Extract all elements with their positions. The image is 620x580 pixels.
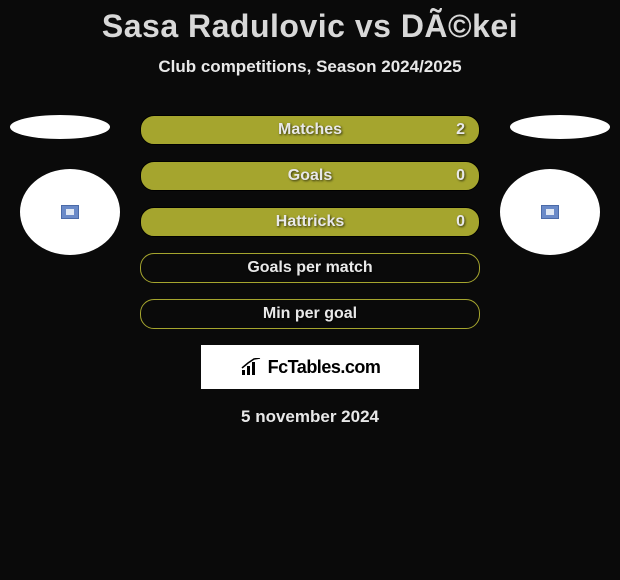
player-badge-left bbox=[20, 169, 120, 255]
brand-text: FcTables.com bbox=[268, 357, 381, 378]
stat-row-matches: Matches 2 bbox=[140, 115, 480, 145]
page-subtitle: Club competitions, Season 2024/2025 bbox=[0, 57, 620, 77]
stat-value: 0 bbox=[456, 213, 465, 231]
stat-value: 2 bbox=[456, 121, 465, 139]
brand-badge: FcTables.com bbox=[201, 345, 419, 389]
stat-row-hattricks: Hattricks 0 bbox=[140, 207, 480, 237]
player-badge-right bbox=[500, 169, 600, 255]
flag-icon bbox=[541, 205, 559, 219]
stat-label: Goals per match bbox=[247, 259, 372, 277]
stat-label: Hattricks bbox=[276, 213, 344, 231]
stat-label: Goals bbox=[288, 167, 332, 185]
stats-rows: Matches 2 Goals 0 Hattricks 0 Goals per … bbox=[140, 115, 480, 329]
player-ellipse-left bbox=[10, 115, 110, 139]
stat-label: Matches bbox=[278, 121, 342, 139]
stat-row-min-per-goal: Min per goal bbox=[140, 299, 480, 329]
date-text: 5 november 2024 bbox=[0, 407, 620, 427]
page-title: Sasa Radulovic vs DÃ©kei bbox=[0, 0, 620, 45]
flag-icon bbox=[61, 205, 79, 219]
content-area: Matches 2 Goals 0 Hattricks 0 Goals per … bbox=[0, 115, 620, 427]
stat-row-goals: Goals 0 bbox=[140, 161, 480, 191]
stat-row-goals-per-match: Goals per match bbox=[140, 253, 480, 283]
stat-value: 0 bbox=[456, 167, 465, 185]
player-ellipse-right bbox=[510, 115, 610, 139]
chart-icon bbox=[240, 358, 262, 376]
stat-label: Min per goal bbox=[263, 305, 357, 323]
